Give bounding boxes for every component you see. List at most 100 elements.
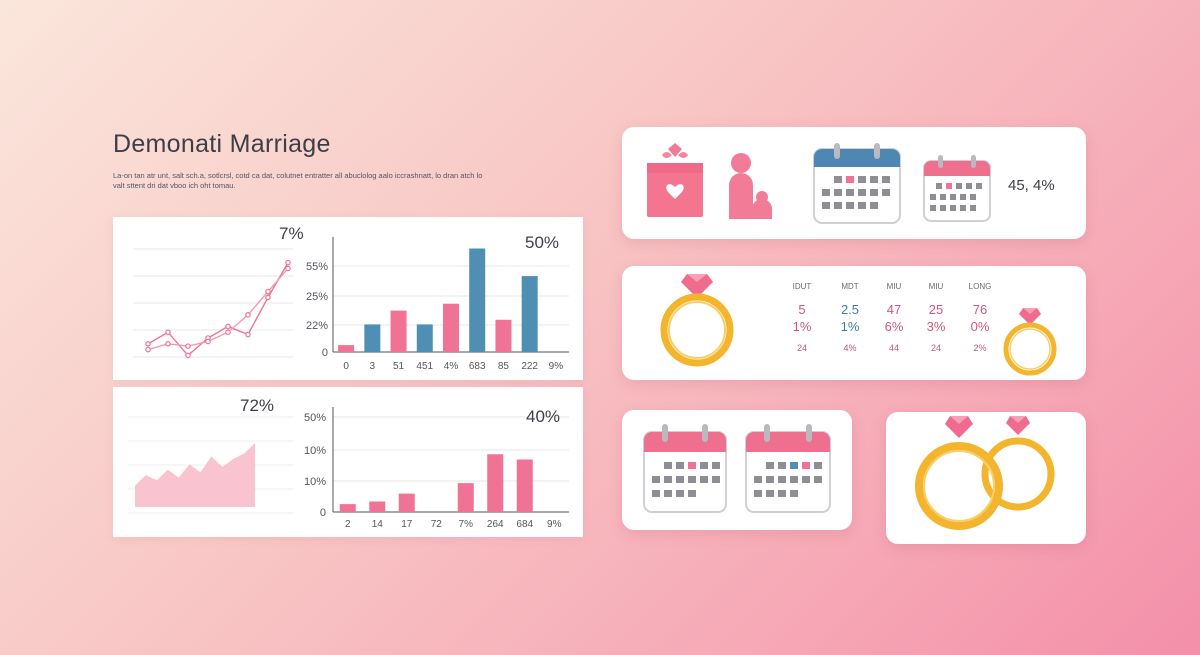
x-tick-label: 51 — [393, 361, 405, 372]
stat-header: MDT — [841, 282, 859, 291]
y-tick-label: 10% — [304, 476, 326, 488]
line-point — [245, 331, 251, 338]
person-child-icon — [729, 153, 772, 219]
line-point — [245, 312, 251, 318]
calendar-icon — [813, 143, 901, 224]
stat-column: LONG 76 0% 2% — [960, 280, 1000, 353]
x-tick-label: 14 — [372, 519, 384, 530]
y-tick-label: 0 — [322, 347, 328, 359]
chart-panel-top: 7% 0 22% 25% 55% 50% 0 3 51 451 4% 683 85 222 9% — [113, 217, 583, 380]
bar — [364, 324, 381, 352]
stat-footnote: 2% — [973, 343, 987, 353]
stat-column: MDT 2.5 1% 4% — [830, 280, 870, 353]
wedding-rings-icon — [915, 416, 1055, 530]
stat-footnote: 24 — [796, 343, 807, 353]
stat-value: 76 — [972, 302, 988, 317]
x-tick-label: 4% — [444, 361, 459, 372]
line-point — [285, 259, 291, 266]
line-series — [147, 262, 289, 357]
bar — [495, 319, 512, 352]
chart-title: 50% — [525, 233, 559, 252]
line-point — [185, 352, 191, 359]
stat-footnote: 4% — [843, 343, 857, 353]
bar — [487, 454, 504, 512]
stat-header: MIU — [886, 282, 902, 291]
bar — [521, 276, 538, 352]
stat-percent: 1% — [792, 319, 812, 334]
page-subtitle: La-on tan atr unt, salt sch.a, sotlcrsl,… — [113, 171, 483, 190]
x-tick-label: 0 — [343, 361, 349, 372]
stat-footnote: 44 — [888, 343, 899, 353]
stat-percent: 0% — [970, 319, 990, 334]
bar — [398, 493, 415, 512]
chart-panel-bottom-canvas: 72% 0 10% 10% 50% 40% 2 14 17 72 7% 264 684 9% — [128, 396, 569, 530]
chart-title: 7% — [279, 224, 304, 243]
line-point — [145, 346, 151, 353]
card-calendars — [622, 410, 852, 530]
stat-percent: 1% — [840, 319, 860, 334]
x-tick-label: 684 — [516, 519, 533, 530]
calendar-icon — [923, 155, 991, 222]
stat-value: 47 — [886, 302, 902, 317]
stat-column: MIU 25 3% 24 — [916, 280, 956, 353]
y-tick-label: 10% — [304, 445, 326, 457]
x-tick-label: 9% — [547, 519, 562, 530]
chart-title: 40% — [526, 407, 560, 426]
stat-header: MIU — [928, 282, 944, 291]
bar — [457, 483, 474, 512]
card-ring-stats: IDUT 5 1% 24 MDT 2.5 1% 4% MIU 47 6% 44 … — [622, 266, 1086, 380]
y-tick-label: 22% — [306, 320, 328, 332]
line-point — [265, 288, 271, 295]
x-tick-label: 2 — [345, 519, 351, 530]
line-point — [285, 265, 291, 272]
chart-panel-bottom: 72% 0 10% 10% 50% 40% 2 14 17 72 7% 264 684 9% — [113, 387, 583, 537]
diamond-ring-icon — [660, 274, 734, 367]
bar — [339, 504, 356, 512]
x-tick-label: 264 — [487, 519, 504, 530]
line-point — [205, 338, 211, 345]
family-percent-label: 45, 4% — [1008, 177, 1055, 194]
chart-title: 72% — [240, 396, 274, 415]
line-point — [165, 341, 171, 347]
stat-value: 25 — [928, 302, 944, 317]
stat-footnote: 24 — [930, 343, 941, 353]
x-tick-label: 683 — [469, 361, 486, 372]
stat-column: IDUT 5 1% 24 — [782, 280, 822, 353]
x-tick-label: 17 — [401, 519, 413, 530]
ring-stats-grid: IDUT 5 1% 24 MDT 2.5 1% 4% MIU 47 6% 44 … — [782, 280, 992, 380]
line-point — [185, 343, 191, 349]
bar — [443, 303, 459, 352]
line-point — [145, 341, 151, 347]
y-tick-label: 55% — [306, 261, 328, 273]
stat-percent: 6% — [884, 319, 904, 334]
card-wedding-rings — [886, 412, 1086, 544]
bar — [338, 345, 355, 352]
bar — [416, 324, 433, 352]
x-tick-label: 7% — [459, 519, 474, 530]
bar — [516, 459, 533, 512]
stat-header: IDUT — [792, 282, 812, 291]
calendar-icon — [643, 424, 727, 513]
stat-value: 5 — [798, 302, 806, 317]
bar — [469, 248, 486, 352]
x-tick-label: 85 — [498, 361, 510, 372]
y-tick-label: 50% — [304, 412, 326, 424]
stat-header: LONG — [968, 282, 992, 291]
calendar-icon — [745, 424, 831, 513]
bar — [390, 310, 407, 352]
stat-value: 2.5 — [840, 302, 860, 317]
card-family-calendar: 45, 4% — [622, 127, 1086, 239]
y-tick-label: 25% — [306, 291, 328, 303]
stat-percent: 3% — [926, 319, 946, 334]
y-tick-label: 0 — [320, 507, 326, 519]
area-fill — [135, 443, 255, 507]
page-title: Demonati Marriage — [113, 130, 331, 158]
x-tick-label: 222 — [521, 361, 538, 372]
gift-heart-icon — [647, 143, 703, 217]
bar — [369, 501, 386, 512]
x-tick-label: 72 — [431, 519, 443, 530]
line-point — [165, 329, 171, 336]
line-point — [225, 329, 231, 336]
line-point — [225, 323, 231, 330]
line-point — [265, 294, 271, 301]
